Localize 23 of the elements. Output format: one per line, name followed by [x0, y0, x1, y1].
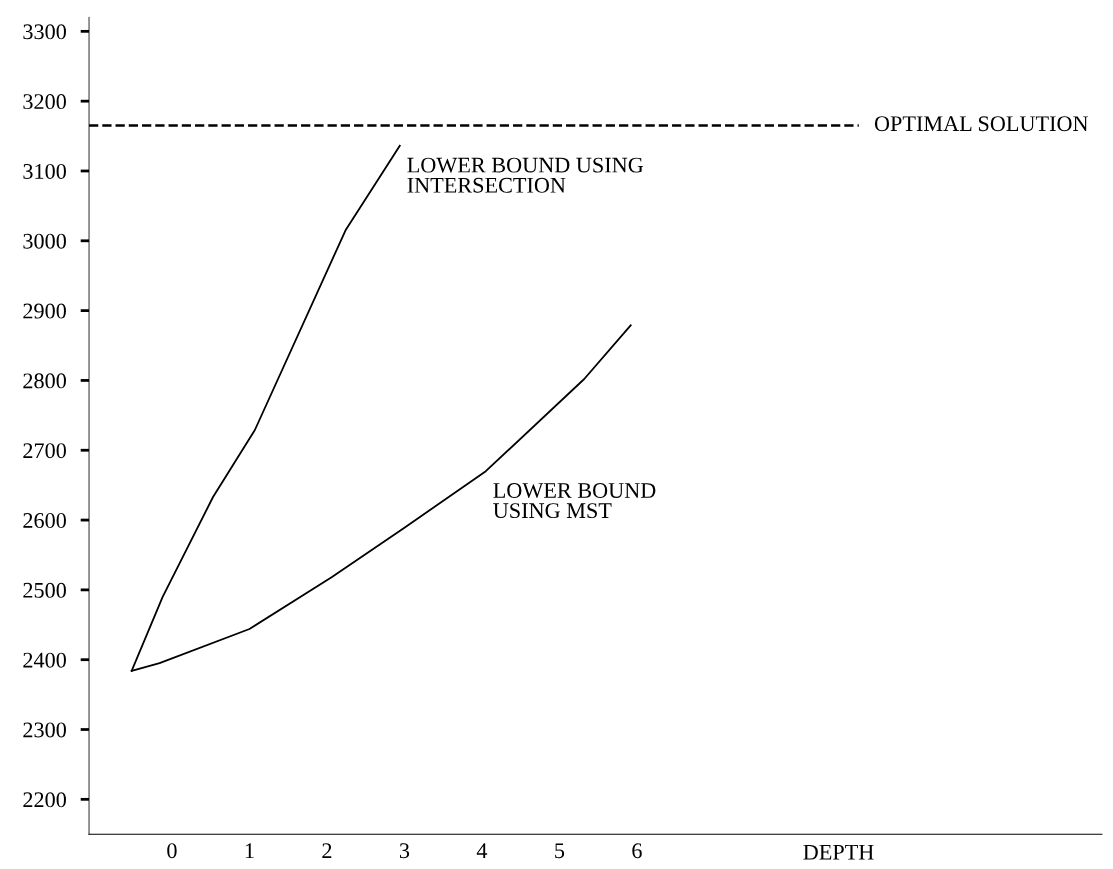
y-tick-label: 2300: [23, 722, 66, 738]
y-tick-label: 2700: [23, 443, 66, 459]
y-tick-label: 2500: [23, 582, 66, 598]
y-tick-label: 3300: [23, 24, 66, 40]
x-tick-label: 4: [476, 843, 488, 858]
y-tick-label: 3200: [23, 94, 66, 110]
x-tick-label: 6: [632, 843, 642, 859]
annotation: LOWER BOUND USING MST: [493, 483, 656, 519]
y-tick-label: 2800: [23, 373, 66, 389]
y-tick-label: 2400: [23, 652, 66, 668]
x-tick-label: 5: [555, 843, 565, 859]
x-tick-label: 3: [399, 843, 410, 859]
y-tick-label: 3000: [23, 233, 66, 249]
ref-line-label: OPTIMAL SOLUTION: [874, 116, 1089, 132]
x-tick-label: 0: [167, 843, 177, 859]
x-tick-label: 1: [245, 843, 254, 858]
annotation: LOWER BOUND USING INTERSECTION: [407, 157, 644, 193]
y-tick-label: 2200: [23, 792, 66, 808]
x-tick-label: 2: [322, 843, 332, 858]
y-tick-label: 2600: [23, 513, 66, 528]
x-axis-title: DEPTH: [803, 844, 874, 860]
y-tick-label: 2900: [23, 303, 66, 319]
y-tick-label: 3100: [23, 163, 66, 179]
